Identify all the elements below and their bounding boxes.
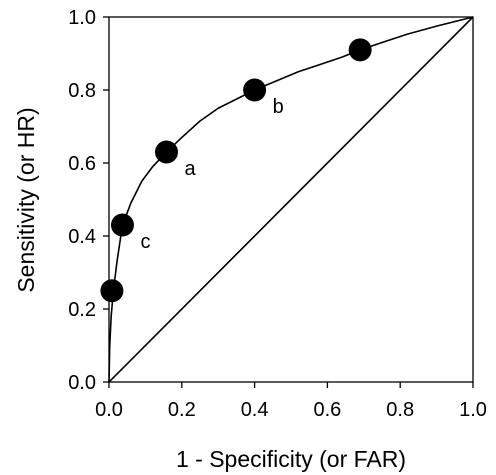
chance-diagonal-line	[108, 16, 474, 383]
x-tick-label: 0.2	[168, 399, 196, 421]
x-tick-label: 0.8	[386, 399, 414, 421]
y-tick-label: 0.8	[68, 80, 96, 102]
point-label-a: a	[185, 158, 197, 180]
x-axis-label: 1 - Specificity (or FAR)	[176, 446, 406, 472]
operating-point-1	[100, 279, 124, 303]
x-tick-label: 1.0	[459, 399, 487, 421]
point-label-b: b	[273, 96, 284, 118]
x-tick-label: 0.6	[313, 399, 341, 421]
operating-point-3	[155, 140, 179, 164]
x-tick-label: 0.0	[95, 399, 123, 421]
y-tick-label: 0.4	[68, 226, 96, 248]
operating-point-4	[243, 78, 267, 102]
point-label-c: c	[140, 231, 150, 253]
y-tick-label: 0.0	[68, 372, 96, 394]
plot-frame	[108, 16, 474, 383]
y-tick-label: 0.2	[68, 299, 96, 321]
operating-point-5	[348, 38, 372, 62]
y-tick-label: 0.6	[68, 153, 96, 175]
y-axis-label: Sensitivity (or HR)	[13, 107, 39, 292]
plot-area: 0.0 0.2 0.4 0.6 0.8 1.0 0.0 0.2 0.4 0.6 0.8 1.0 c a b	[68, 7, 487, 421]
operating-point-2	[110, 213, 134, 237]
x-tick-label: 0.4	[241, 399, 269, 421]
y-tick-label: 1.0	[68, 7, 96, 29]
